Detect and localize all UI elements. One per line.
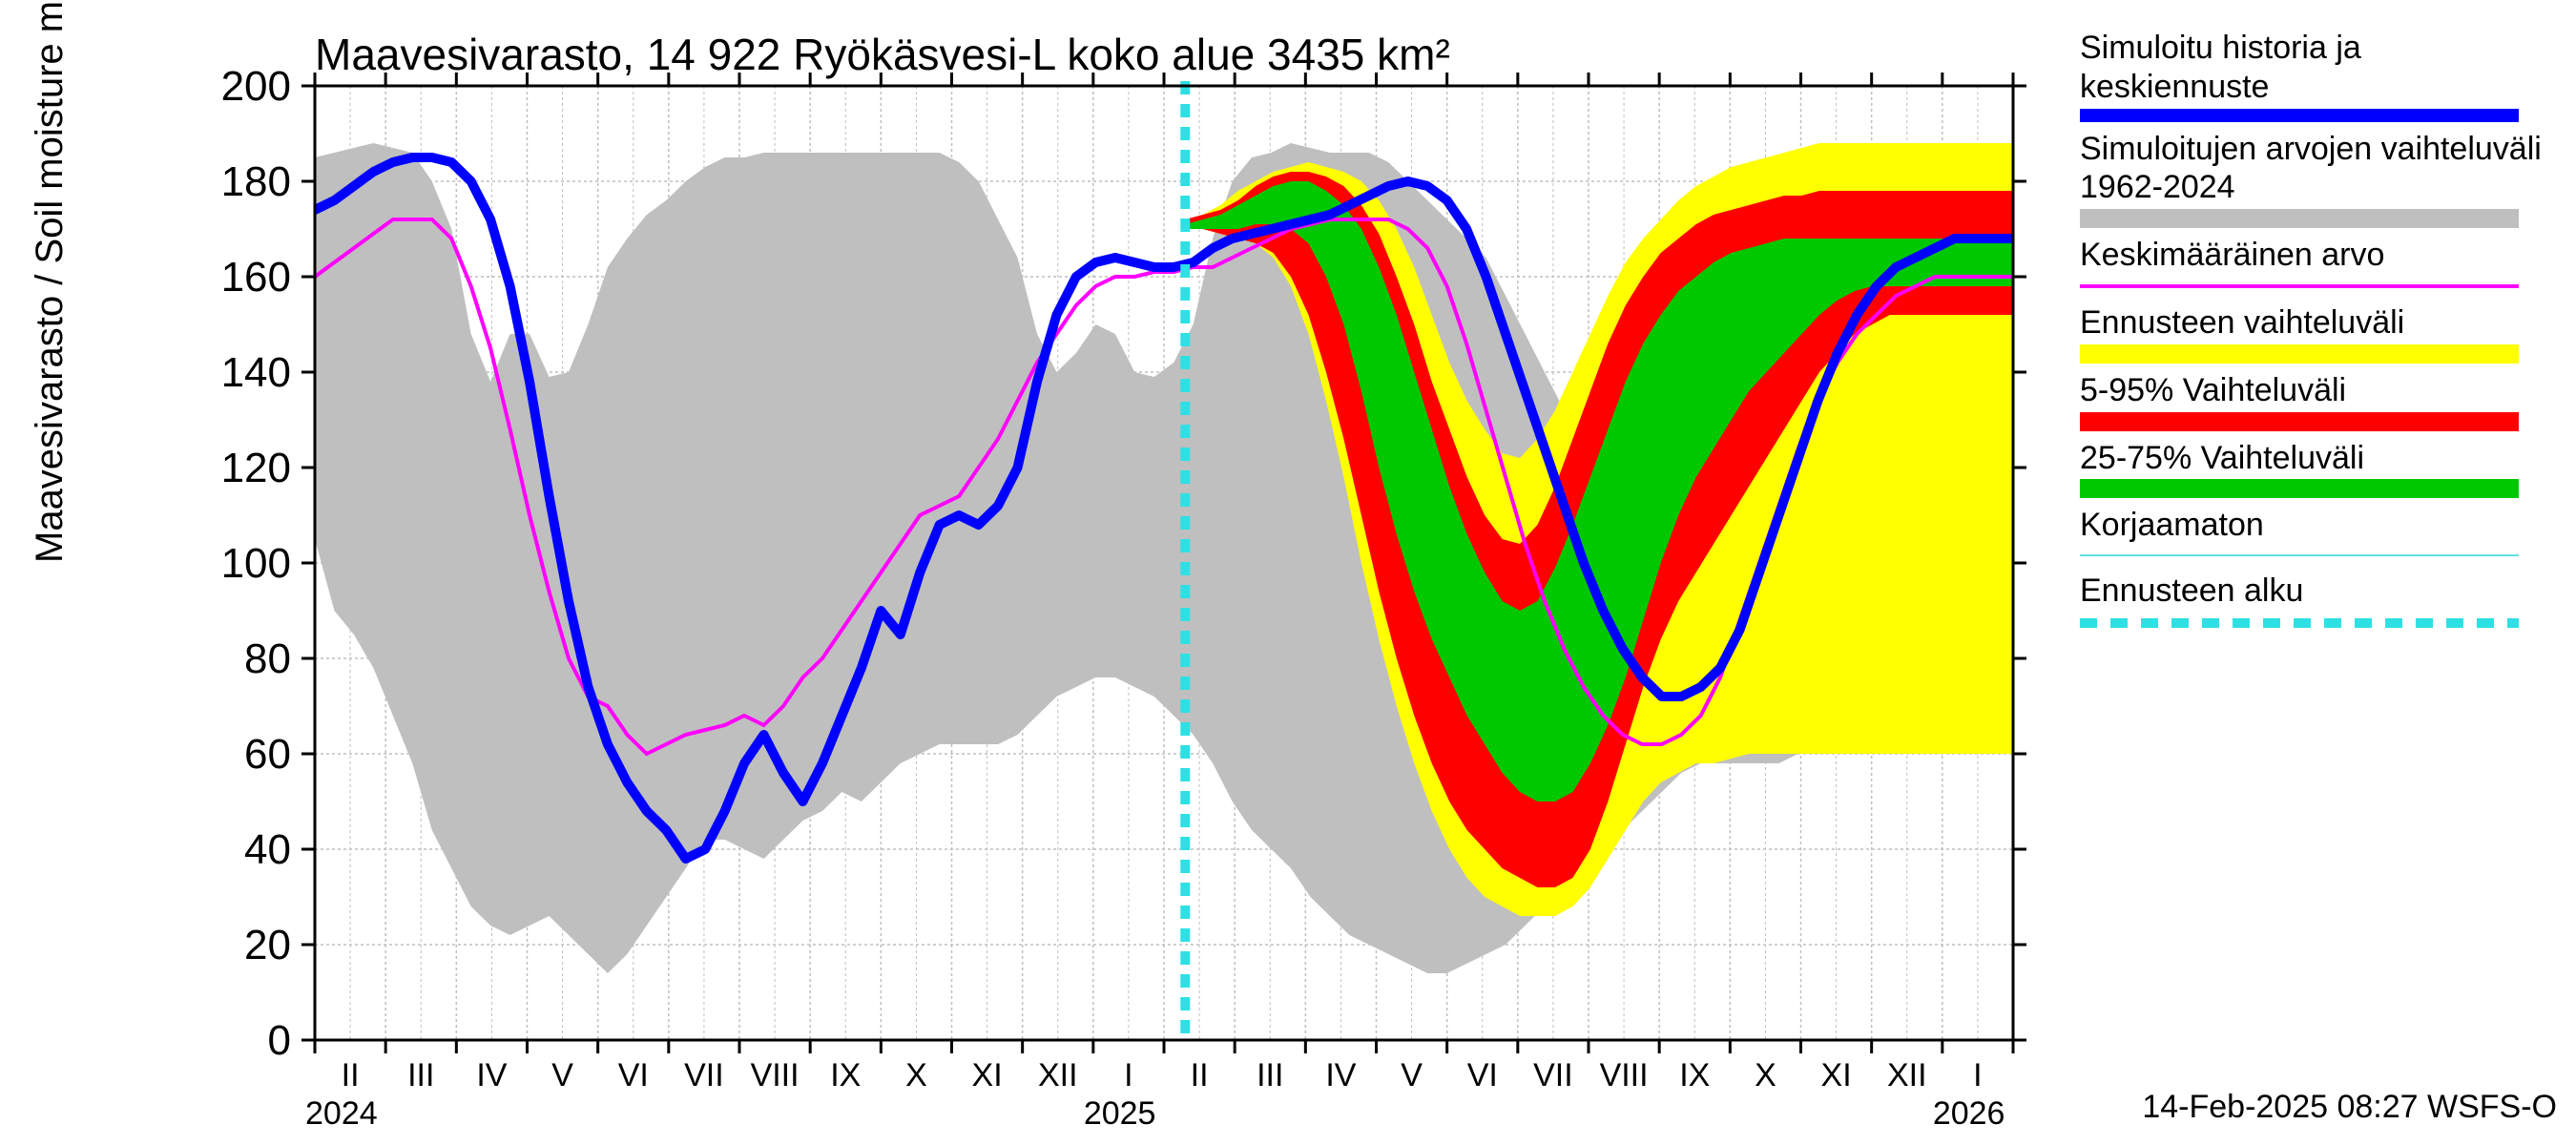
y-tick-label: 80 <box>100 635 291 683</box>
legend-item: Ennusteen vaihteluväli <box>2080 303 2557 364</box>
x-month-label: V <box>1383 1057 1441 1094</box>
y-tick-label: 120 <box>100 445 291 492</box>
x-month-label: XII <box>1029 1057 1087 1094</box>
y-tick-label: 20 <box>100 922 291 969</box>
legend-swatch <box>2080 209 2519 228</box>
legend: Simuloitu historia ja keskiennuste Simulo… <box>2080 29 2557 639</box>
y-tick-label: 140 <box>100 349 291 397</box>
x-month-label: III <box>392 1057 449 1094</box>
x-month-label: VI <box>605 1057 662 1094</box>
legend-swatch <box>2080 618 2519 628</box>
x-month-label: VI <box>1454 1057 1511 1094</box>
y-tick-label: 200 <box>100 63 291 111</box>
legend-item: 25-75% Vaihteluväli <box>2080 439 2557 499</box>
y-tick-label: 60 <box>100 731 291 779</box>
x-month-label: I <box>1100 1057 1157 1094</box>
legend-item: Korjaamaton <box>2080 506 2557 556</box>
y-tick-label: 0 <box>100 1017 291 1065</box>
x-year-label: 2024 <box>305 1095 378 1133</box>
legend-label: Simuloitujen arvojen vaihteluväli 1962-2… <box>2080 130 2557 208</box>
x-month-label: IX <box>1666 1057 1723 1094</box>
x-month-label: IV <box>463 1057 520 1094</box>
legend-swatch <box>2080 344 2519 364</box>
y-tick-label: 160 <box>100 254 291 302</box>
legend-label: 5-95% Vaihteluväli <box>2080 371 2557 410</box>
legend-item: Simuloitu historia ja keskiennuste <box>2080 29 2557 122</box>
legend-label: Simuloitu historia ja keskiennuste <box>2080 29 2557 107</box>
legend-label: Ennusteen vaihteluväli <box>2080 303 2557 343</box>
x-month-label: VII <box>1525 1057 1582 1094</box>
legend-label: Korjaamaton <box>2080 506 2557 545</box>
y-tick-label: 100 <box>100 540 291 588</box>
x-year-label: 2025 <box>1084 1095 1156 1133</box>
legend-swatch <box>2080 554 2519 556</box>
legend-item: Keskimääräinen arvo <box>2080 236 2557 288</box>
x-month-label: I <box>1949 1057 2006 1094</box>
legend-label: Ennusteen alku <box>2080 572 2557 611</box>
x-month-label: V <box>534 1057 592 1094</box>
x-month-label: II <box>322 1057 379 1094</box>
x-month-label: VIII <box>1595 1057 1652 1094</box>
legend-label: 25-75% Vaihteluväli <box>2080 439 2557 478</box>
x-month-label: XI <box>1808 1057 1865 1094</box>
x-month-label: VIII <box>746 1057 803 1094</box>
x-year-label: 2026 <box>1933 1095 2005 1133</box>
x-month-label: II <box>1171 1057 1228 1094</box>
timestamp: 14-Feb-2025 08:27 WSFS-O <box>2142 1089 2557 1126</box>
x-month-label: XI <box>959 1057 1016 1094</box>
x-month-label: X <box>887 1057 945 1094</box>
legend-item: Simuloitujen arvojen vaihteluväli 1962-2… <box>2080 130 2557 229</box>
x-month-label: III <box>1241 1057 1298 1094</box>
legend-label: Keskimääräinen arvo <box>2080 236 2557 275</box>
x-month-label: IV <box>1312 1057 1369 1094</box>
legend-item: Ennusteen alku <box>2080 572 2557 628</box>
legend-swatch <box>2080 412 2519 431</box>
x-month-label: IX <box>817 1057 874 1094</box>
x-month-label: X <box>1736 1057 1794 1094</box>
legend-swatch <box>2080 479 2519 498</box>
x-month-label: VII <box>675 1057 733 1094</box>
x-month-label: XII <box>1879 1057 1936 1094</box>
y-tick-label: 40 <box>100 826 291 874</box>
legend-item: 5-95% Vaihteluväli <box>2080 371 2557 431</box>
y-tick-label: 180 <box>100 158 291 206</box>
legend-swatch <box>2080 109 2519 122</box>
legend-swatch <box>2080 284 2519 288</box>
